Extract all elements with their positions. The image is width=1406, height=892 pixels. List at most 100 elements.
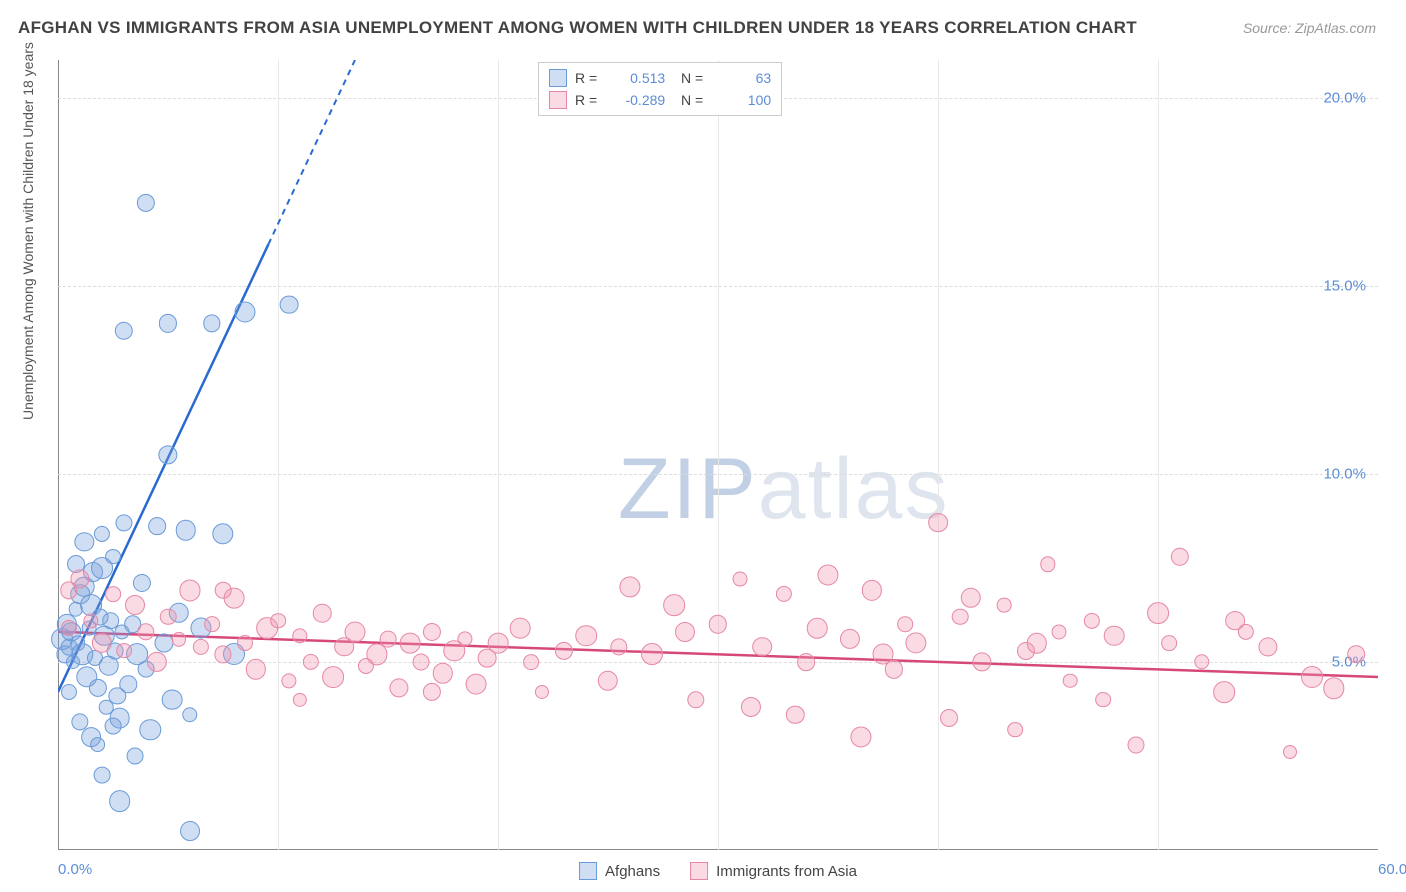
data-point xyxy=(687,691,704,708)
y-tick-label: 10.0% xyxy=(1323,465,1366,482)
data-point xyxy=(1007,722,1023,738)
data-point xyxy=(1051,624,1066,639)
data-point xyxy=(1225,611,1245,631)
data-point xyxy=(175,520,195,540)
data-point xyxy=(928,513,948,533)
data-point xyxy=(212,523,233,544)
data-point xyxy=(281,673,296,688)
data-point xyxy=(115,514,132,531)
data-point xyxy=(1063,673,1078,688)
data-point xyxy=(423,683,441,701)
data-point xyxy=(1095,692,1111,708)
data-point xyxy=(423,623,441,641)
data-point xyxy=(733,572,748,587)
data-point xyxy=(115,322,133,340)
data-point xyxy=(1301,666,1323,688)
data-point xyxy=(158,445,177,464)
data-point xyxy=(457,632,472,647)
x-tick-label: 0.0% xyxy=(58,861,92,878)
swatch-icon xyxy=(690,862,708,880)
data-point xyxy=(83,613,98,628)
legend-label: Immigrants from Asia xyxy=(716,863,857,880)
n-label: N = xyxy=(673,70,703,86)
data-point xyxy=(840,629,860,649)
data-point xyxy=(61,684,77,700)
data-point xyxy=(179,580,200,601)
data-point xyxy=(133,574,151,592)
data-point xyxy=(75,532,94,551)
data-point xyxy=(389,679,408,698)
n-value: 100 xyxy=(711,92,771,108)
y-tick-label: 20.0% xyxy=(1323,89,1366,106)
x-tick-label: 60.0% xyxy=(1378,861,1406,878)
data-point xyxy=(555,641,573,659)
data-point xyxy=(641,643,663,665)
data-point xyxy=(1171,547,1189,565)
data-point xyxy=(510,618,531,639)
y-axis-line xyxy=(58,60,59,850)
data-point xyxy=(303,654,319,670)
data-point xyxy=(1347,646,1365,664)
data-point xyxy=(237,635,253,651)
r-label: R = xyxy=(575,92,597,108)
data-point xyxy=(1323,678,1344,699)
r-value: 0.513 xyxy=(605,70,665,86)
data-point xyxy=(523,654,539,670)
data-point xyxy=(154,634,173,653)
data-point xyxy=(105,717,122,734)
data-point xyxy=(270,613,286,629)
data-point xyxy=(850,727,871,748)
data-point xyxy=(1084,612,1100,628)
data-point xyxy=(1161,635,1177,651)
data-point xyxy=(776,586,792,602)
data-point xyxy=(172,632,186,646)
r-value: -0.289 xyxy=(605,92,665,108)
data-point xyxy=(663,595,685,617)
data-point xyxy=(180,821,200,841)
data-point xyxy=(160,608,177,625)
grid-line xyxy=(1158,60,1159,850)
data-point xyxy=(752,637,772,657)
stats-row: R =0.513 N =63 xyxy=(549,67,771,89)
data-point xyxy=(90,737,106,753)
data-point xyxy=(675,622,695,642)
legend-item: Afghans xyxy=(579,862,660,880)
data-point xyxy=(1104,625,1125,646)
data-point xyxy=(162,689,183,710)
data-point xyxy=(488,633,509,654)
y-axis-label: Unemployment Among Women with Children U… xyxy=(20,42,36,420)
legend-item: Immigrants from Asia xyxy=(690,862,857,880)
data-point xyxy=(873,644,894,665)
data-point xyxy=(619,576,640,597)
data-point xyxy=(280,295,299,314)
data-point xyxy=(972,652,991,671)
correlation-stats-box: R =0.513 N =63 R = -0.289 N = 100 xyxy=(538,62,782,116)
data-point xyxy=(380,631,397,648)
grid-line xyxy=(498,60,499,850)
data-point xyxy=(137,623,154,640)
swatch-icon xyxy=(549,91,567,109)
data-point xyxy=(147,652,167,672)
grid-line xyxy=(718,60,719,850)
data-point xyxy=(120,676,137,693)
data-point xyxy=(204,616,220,632)
n-label: N = xyxy=(673,92,703,108)
watermark: ZIPatlas xyxy=(618,440,949,539)
data-point xyxy=(94,766,111,783)
data-point xyxy=(709,615,727,633)
data-point xyxy=(1128,736,1145,753)
stats-row: R = -0.289 N = 100 xyxy=(549,89,771,111)
data-point xyxy=(940,709,958,727)
data-point xyxy=(575,625,597,647)
data-point xyxy=(109,790,131,812)
data-point xyxy=(116,643,132,659)
data-point xyxy=(182,707,197,722)
data-point xyxy=(91,557,113,579)
data-point xyxy=(127,747,144,764)
data-point xyxy=(293,692,307,706)
data-point xyxy=(1040,556,1055,571)
data-point xyxy=(535,685,549,699)
data-point xyxy=(140,719,161,740)
source-attribution: Source: ZipAtlas.com xyxy=(1243,20,1376,36)
data-point xyxy=(215,582,232,599)
